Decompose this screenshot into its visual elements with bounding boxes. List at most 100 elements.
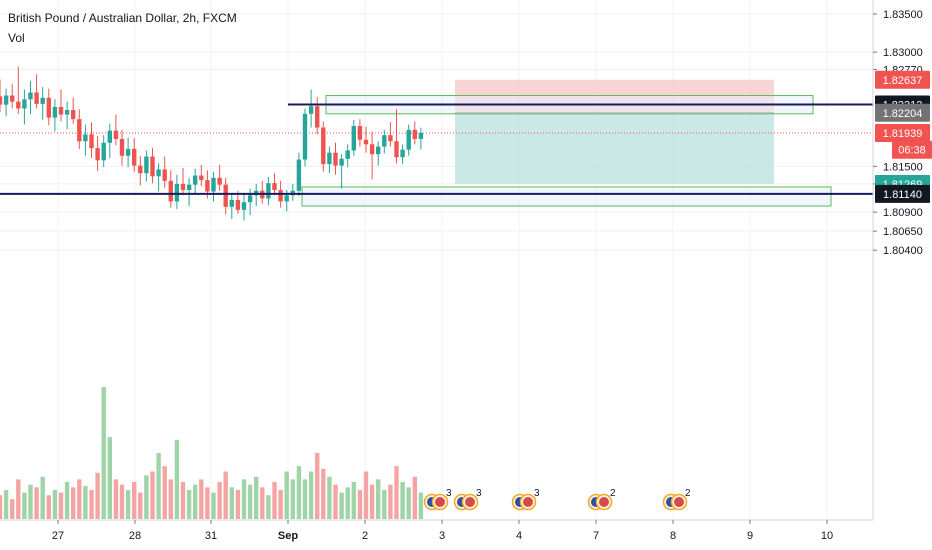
volume-bar [388,484,393,519]
take-profit-zone [455,112,774,185]
candle-body [58,106,64,115]
price-tag [892,140,932,159]
price-tag-label: 1.81140 [883,189,922,201]
time-axis[interactable]: 27 28 31 Sep 2 3 4 7 8 9 10 [52,520,833,542]
volume-bar [3,489,9,519]
candle-body [132,148,137,166]
price-tick-label: 1.81500 [883,161,923,173]
volume-bar [272,482,277,519]
volume-bar [174,439,180,519]
candle-body [351,126,356,151]
candle-body [16,101,21,109]
volume-bar [125,489,131,519]
volume-bar [71,487,76,519]
candle-body [3,95,9,105]
candle-body [321,127,326,165]
volume-bar [412,476,417,519]
price-tag [875,70,930,89]
candle-body [369,144,375,155]
price-tag [875,103,930,122]
time-tick-label: 28 [129,530,141,542]
candle-body [339,158,344,166]
candle-body [0,96,3,105]
volume-bar [302,479,308,519]
candle-body [71,110,76,120]
volume-bar [260,487,265,519]
candle-body [28,92,33,100]
price-tag-label: 06:38 [898,145,926,157]
candle-body [168,180,173,202]
volume-bar [296,466,302,519]
candle-body [10,95,15,102]
candle-body [357,126,363,140]
price-tag [875,184,930,203]
candle-body [40,97,45,104]
price-tag-label: 1.81939 [883,128,923,140]
volume-bar [382,489,387,519]
zone-layer [0,79,873,207]
volume-bar [211,492,216,519]
volume-bar [34,487,39,519]
volume-bar [101,387,106,519]
volume-bar [339,492,344,519]
volume-bar [113,479,119,519]
candle-body [345,150,350,159]
event-count: 3 [446,488,452,499]
candle-body [394,141,399,158]
volume-bar [418,492,424,519]
volume-bar [180,482,186,519]
price-tick-label: 1.83500 [883,9,923,21]
volume-bar [28,484,33,519]
volume-bar [333,484,338,519]
volume-bar [58,492,64,519]
time-tick-label: 8 [670,530,676,542]
zone-box [301,186,832,207]
volume-bar [162,466,167,519]
candle-body [302,113,308,160]
candle-body [22,99,27,109]
volume-bar [327,476,332,519]
candle-body [46,97,51,118]
volume-bar [278,489,283,519]
time-tick-label: 10 [821,530,833,542]
candle-body [113,130,119,139]
grid-layer [0,0,873,520]
price-tag [875,123,930,142]
chart-title: British Pound / Australian Dollar, 2h, F… [8,11,237,25]
volume-bar [46,495,51,519]
volume-bar [16,479,21,519]
candle-body [193,175,198,185]
time-tick-label: 9 [747,530,753,542]
candle-body [382,135,387,147]
volume-bar [217,482,222,519]
candle-body [241,202,247,210]
candle-body [107,130,112,143]
event-count: 2 [610,488,616,499]
candle-body [89,134,94,149]
volume-bar [52,489,58,519]
time-tick-label: 31 [205,530,217,542]
volume-layer [0,387,424,519]
candle-body [217,177,222,185]
volume-bar [186,489,192,519]
volume-bar [351,482,356,519]
volume-bar [10,499,15,519]
flag-icon-inner [599,497,609,507]
time-tick-label: 4 [516,530,522,542]
event-count: 3 [476,488,482,499]
volume-bar [400,482,405,519]
candle-body [83,134,88,142]
candle-body [376,146,381,155]
event-layer: 3 3 3 2 2 [423,488,691,511]
candle-body [284,195,289,202]
candle-body [77,119,82,142]
candle-body [101,142,106,161]
volume-bar [369,484,375,519]
candle-body [406,129,411,150]
price-tags: 1.826371.823121.822041.8193906:381.81269… [875,70,932,203]
volume-bar [199,479,204,519]
candle-body [95,148,100,161]
price-tick-label: 1.83000 [883,47,923,59]
volume-bar [64,482,70,519]
